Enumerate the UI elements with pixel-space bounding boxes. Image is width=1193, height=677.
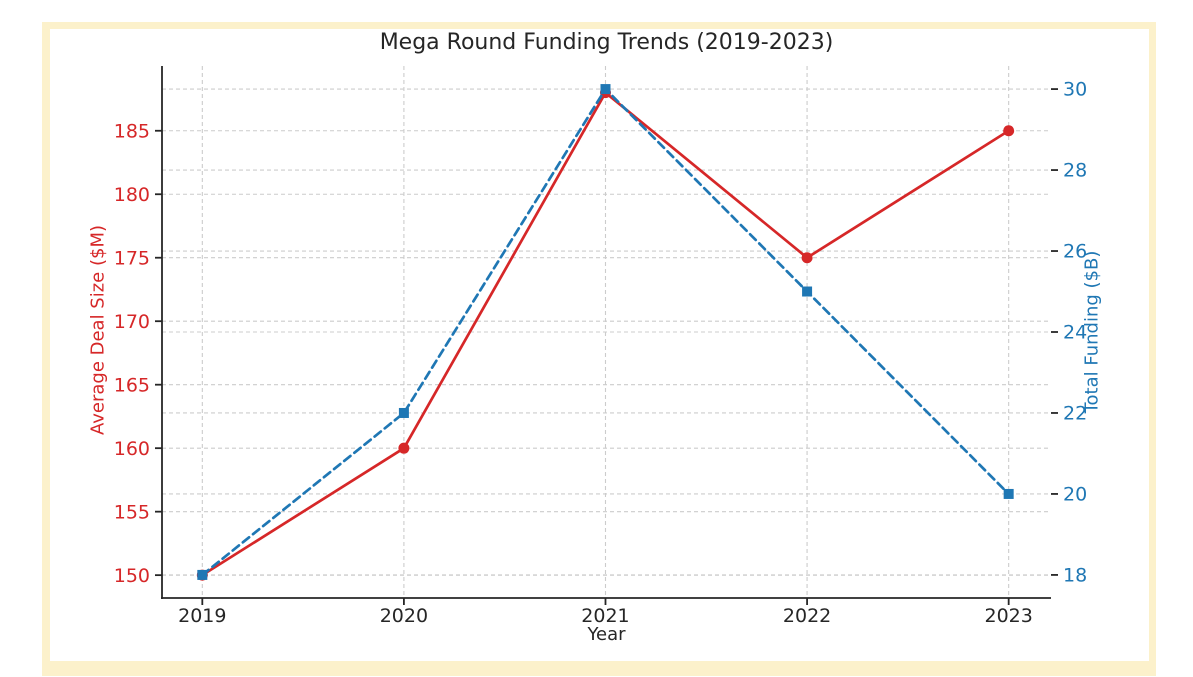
right-tick-label-28: 28 (1063, 160, 1087, 182)
decorative-frame-border (42, 22, 1156, 676)
data-point-1-2022 (802, 286, 813, 297)
data-point-0-2022 (801, 252, 813, 264)
data-point-0-2023 (1003, 125, 1015, 137)
x-axis-title: Year (587, 624, 626, 645)
left-tick-label-155: 155 (114, 501, 150, 523)
left-tick-label-160: 160 (114, 438, 150, 460)
x-tick-label-2020: 2020 (380, 605, 428, 627)
left-tick-label-165: 165 (114, 374, 150, 396)
x-tick-label-2023: 2023 (984, 605, 1032, 627)
x-tick-label-2021: 2021 (581, 605, 629, 627)
chart-title: Mega Round Funding Trends (2019-2023) (379, 30, 834, 55)
data-point-1-2019 (197, 569, 208, 580)
left-tick-label-170: 170 (114, 311, 150, 333)
right-tick-label-24: 24 (1063, 322, 1087, 344)
right-axis-title: Total Funding ($B) (1081, 250, 1103, 414)
right-tick-label-18: 18 (1063, 565, 1087, 587)
x-tick-label-2019: 2019 (178, 605, 226, 627)
left-tick-label-150: 150 (114, 565, 150, 587)
left-axis-title: Average Deal Size ($M) (87, 224, 109, 436)
left-tick-label-180: 180 (114, 184, 150, 206)
left-tick-label-185: 185 (114, 120, 150, 142)
right-tick-label-26: 26 (1063, 241, 1087, 263)
x-tick-label-2022: 2022 (783, 605, 831, 627)
left-tick-label-175: 175 (114, 247, 150, 269)
data-point-1-2023 (1003, 488, 1014, 499)
data-point-1-2020 (398, 407, 409, 418)
right-tick-label-30: 30 (1063, 79, 1087, 101)
data-point-0-2020 (398, 442, 410, 454)
right-tick-label-20: 20 (1063, 484, 1087, 506)
right-tick-label-22: 22 (1063, 403, 1087, 425)
data-point-1-2021 (600, 84, 611, 95)
